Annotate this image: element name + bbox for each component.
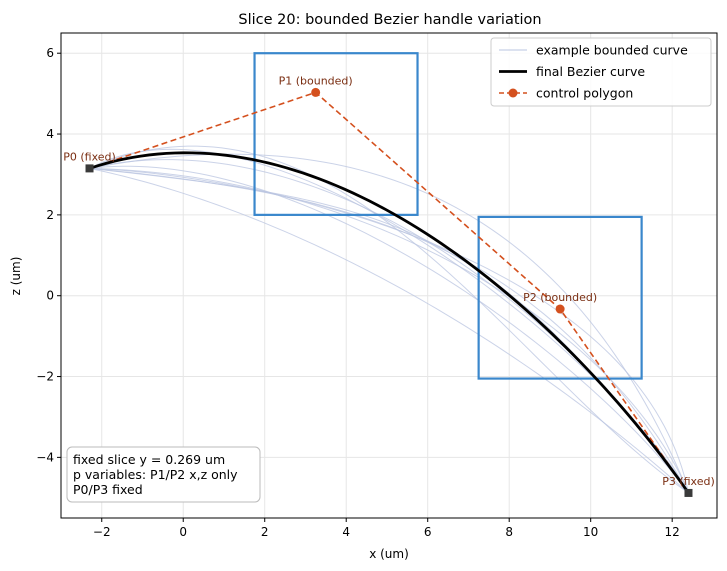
control-point-fixed xyxy=(684,488,693,497)
plot-frame xyxy=(60,32,718,519)
control-point-label: P1 (bounded) xyxy=(279,74,353,87)
x-tick-label: 10 xyxy=(583,525,598,539)
annotation-box: fixed slice y = 0.269 ump variables: P1/… xyxy=(66,446,261,503)
bounds-box xyxy=(477,215,643,380)
annotation-line: p variables: P1/P2 x,z only xyxy=(73,467,238,482)
example-curves xyxy=(89,145,689,494)
legend-frame xyxy=(490,37,712,107)
example-curve xyxy=(89,167,689,494)
control-polygon-line xyxy=(89,91,690,494)
chart-title: Slice 20: bounded Bezier handle variatio… xyxy=(238,12,541,28)
example-curve xyxy=(89,145,689,494)
y-axis-label: z (um) xyxy=(9,257,23,296)
y-tick-label: −4 xyxy=(36,450,54,464)
control-point-label: P3 (fixed) xyxy=(662,475,715,488)
example-curve xyxy=(89,159,689,494)
control-point-label: P0 (fixed) xyxy=(63,150,116,163)
x-tick-label: 12 xyxy=(665,525,680,539)
legend-label: example bounded curve xyxy=(536,43,688,58)
y-tick-label: 0 xyxy=(46,289,54,303)
x-tick-label: 0 xyxy=(179,525,187,539)
example-curve xyxy=(89,153,689,494)
control-point-label: P2 (bounded) xyxy=(523,291,597,304)
final-curve-group xyxy=(89,151,690,494)
control-points: P0 (fixed) P1 (bounded) P2 (bounded) P3 (fi… xyxy=(63,74,715,497)
bounds-box xyxy=(253,52,419,216)
legend-label: final Bezier curve xyxy=(536,64,645,79)
y-tick-label: 2 xyxy=(46,208,54,222)
example-curve xyxy=(89,148,689,494)
y-tick-label: 4 xyxy=(46,127,54,141)
x-tick-label: 8 xyxy=(505,525,513,539)
x-tick-label: 2 xyxy=(261,525,269,539)
bounds-boxes xyxy=(253,52,643,380)
x-tick-label: −2 xyxy=(93,525,111,539)
legend: example bounded curve final Bezier curve c… xyxy=(490,37,712,107)
example-curve xyxy=(89,167,689,494)
ticks: −2 0 2 4 6 8 10 12 −4 −2 0 2 4 6 xyxy=(36,46,680,539)
example-curve xyxy=(89,165,689,494)
annotation-frame xyxy=(66,446,261,503)
annotation-line: fixed slice y = 0.269 um xyxy=(73,452,225,467)
x-axis-label: x (um) xyxy=(369,547,409,561)
example-curve xyxy=(89,167,689,494)
example-curve xyxy=(89,167,689,494)
annotation-line: P0/P3 fixed xyxy=(73,482,143,497)
x-tick-label: 4 xyxy=(342,525,350,539)
x-tick-label: 6 xyxy=(424,525,432,539)
y-tick-label: 6 xyxy=(46,46,54,60)
final-bezier-curve xyxy=(89,151,690,494)
control-point-bounded xyxy=(555,304,565,314)
control-point-bounded xyxy=(311,87,321,97)
control-polygon xyxy=(89,91,690,494)
control-point-fixed xyxy=(85,164,94,173)
legend-swatch-marker xyxy=(508,88,518,98)
legend-label: control polygon xyxy=(536,86,633,101)
y-tick-label: −2 xyxy=(36,370,54,384)
